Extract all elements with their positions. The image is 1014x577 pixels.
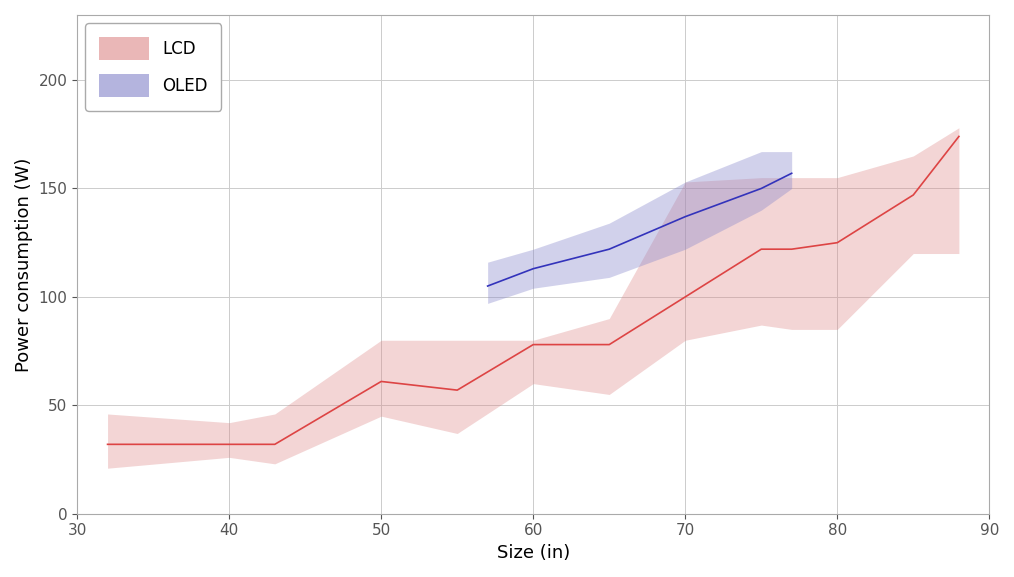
Y-axis label: Power consumption (W): Power consumption (W) <box>15 157 33 372</box>
X-axis label: Size (in): Size (in) <box>497 544 570 562</box>
Legend: LCD, OLED: LCD, OLED <box>85 23 221 111</box>
